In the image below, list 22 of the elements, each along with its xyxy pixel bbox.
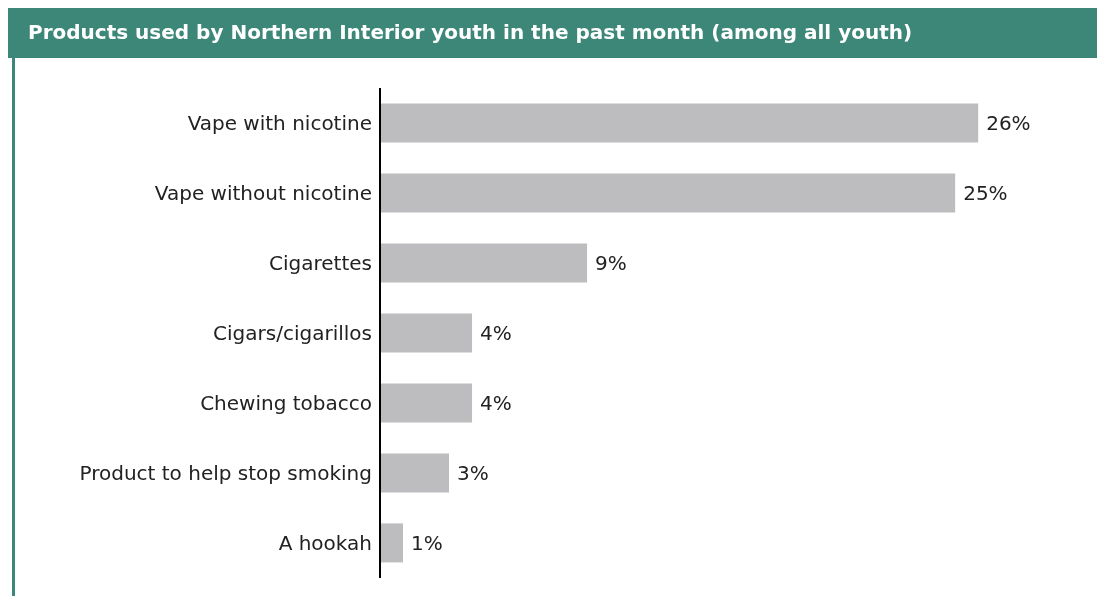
data-label: 1% [411, 531, 443, 555]
bar [380, 173, 956, 213]
bar [380, 453, 450, 493]
y-tick-label: Product to help stop smoking [79, 461, 372, 486]
data-label: 4% [480, 321, 512, 345]
data-label: 4% [480, 391, 512, 415]
y-tick-label: Vape with nicotine [187, 111, 372, 136]
data-label: 25% [963, 181, 1008, 205]
data-label: 26% [986, 111, 1031, 135]
bar [380, 523, 404, 563]
bar [380, 103, 979, 143]
data-label: 9% [595, 251, 627, 275]
y-tick-label: Vape without nicotine [154, 181, 372, 206]
y-tick-label: Cigars/cigarillos [213, 321, 372, 346]
data-label: 3% [457, 461, 489, 485]
y-tick-label: A hookah [278, 531, 372, 556]
chart-title: Products used by Northern Interior youth in the past month (among all youth) [8, 8, 1097, 58]
y-tick-label: Cigarettes [269, 251, 372, 276]
y-tick-label: Chewing tobacco [200, 391, 372, 416]
bar [380, 313, 473, 353]
bar [380, 383, 473, 423]
bar [380, 243, 588, 283]
